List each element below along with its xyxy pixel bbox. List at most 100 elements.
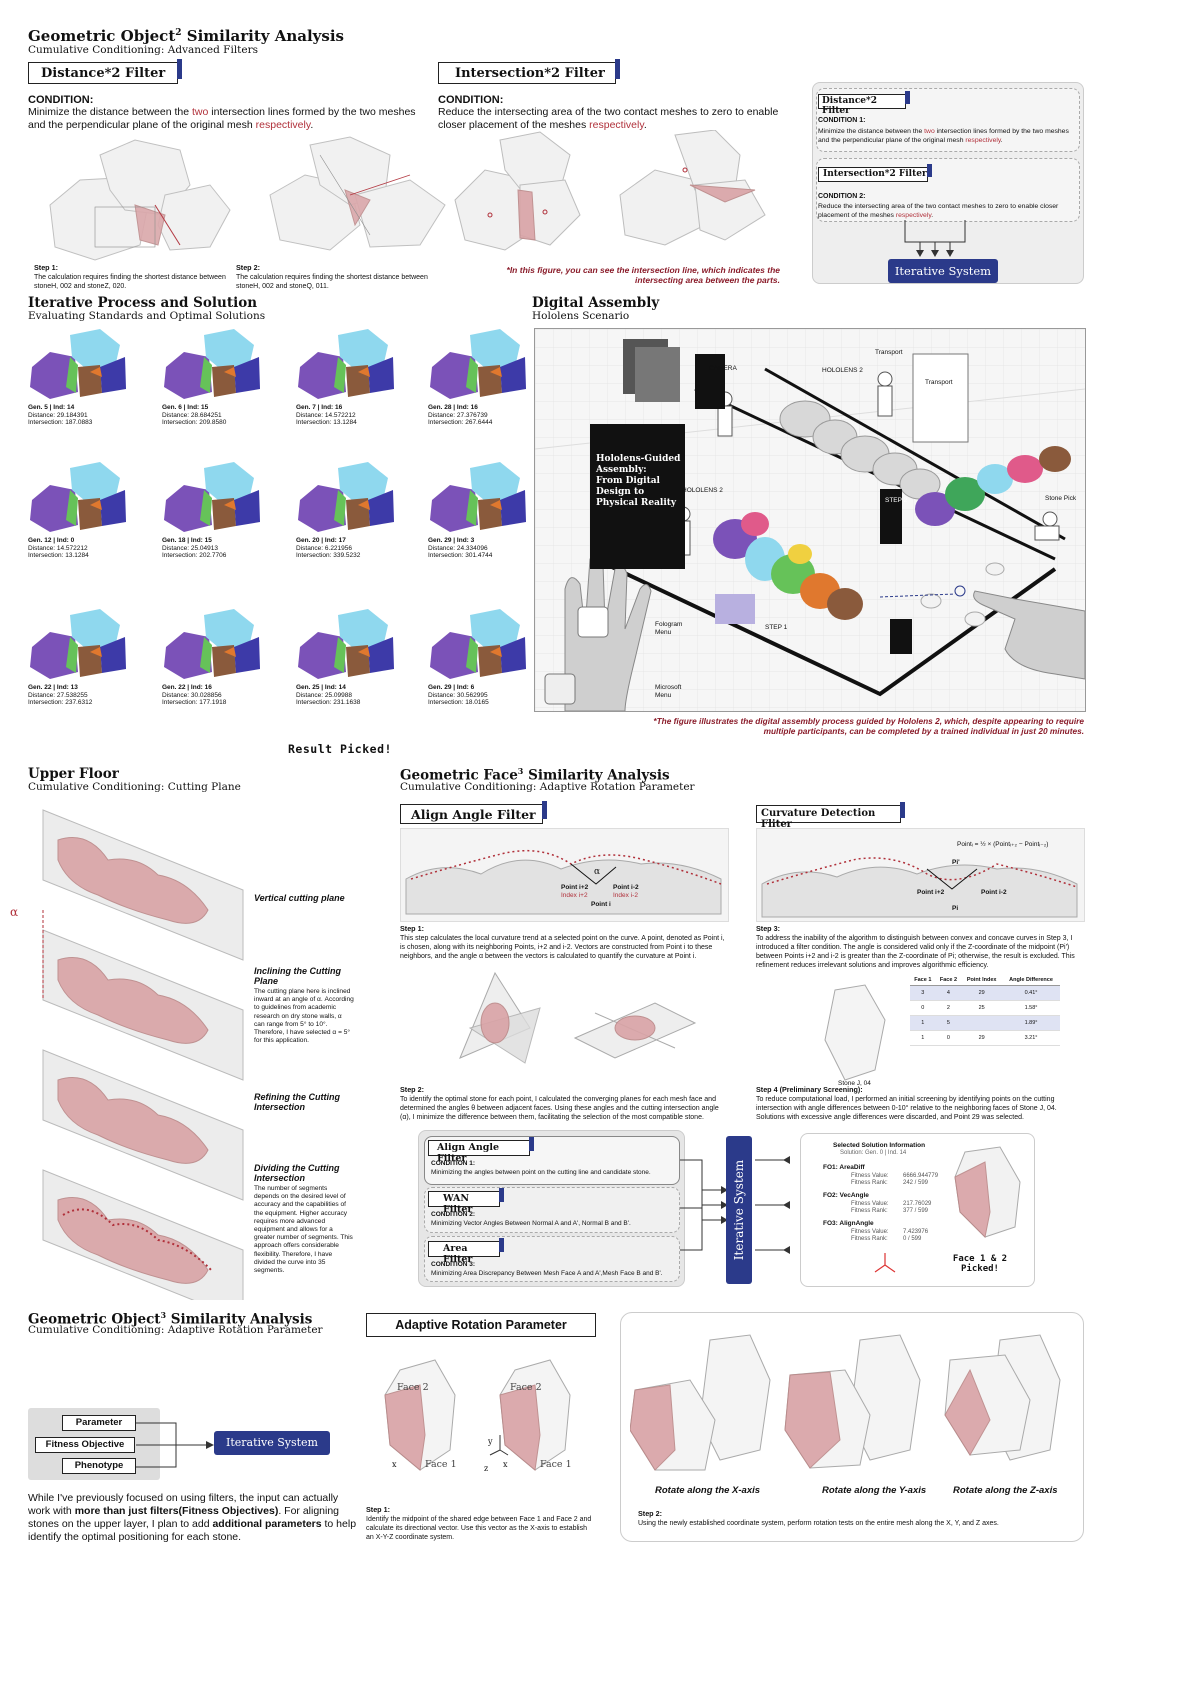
gen-head: Gen. 25 | Ind: 14 — [296, 684, 346, 691]
generation-card: Gen. 12 | Ind: 0 Distance: 14.572212 Inter… — [28, 460, 138, 590]
fo1-label: FO1: AreaDiff — [823, 1164, 865, 1171]
curv-point-im2: Point i-2 — [981, 889, 1007, 896]
gen-intersection: Intersection: 202.7706 — [162, 552, 227, 559]
colored-stone-mesh — [164, 329, 260, 399]
digital-assembly-title: Digital Assembly — [532, 295, 660, 311]
align-angle-figure: Point i+2 Index i+2 Point i-2 Index i-2 … — [400, 828, 729, 922]
gen-distance: Distance: 30.562995 — [428, 691, 488, 699]
align-alpha: α — [594, 867, 601, 877]
gen-head: Gen. 22 | Ind: 13 — [28, 684, 78, 691]
fo2-fr-val: 377 / 599 — [903, 1208, 929, 1214]
stone-pick-label: Stone Pick — [1045, 495, 1077, 502]
summary-distance-tag: Distance*2 Filter — [818, 91, 910, 116]
step1-label: STEP 1 — [765, 624, 788, 631]
upper-floor-title: Upper Floor — [28, 766, 119, 782]
alpha-symbol: α — [10, 905, 19, 919]
panel-cond1-text: Minimizing the angles between point on t… — [431, 1169, 651, 1176]
gen-head: Gen. 28 | Ind: 16 — [428, 404, 478, 411]
summary-cond1-text: Minimize the distance between the two in… — [818, 128, 1069, 144]
rotate-y-label: Rotate along the Y-axis — [822, 1485, 927, 1496]
gen-distance: Distance: 14.572212 — [28, 544, 88, 552]
fo3-fv: Fitness Value: — [851, 1229, 889, 1235]
generation-card: Gen. 6 | Ind: 15 Distance: 28.684251 Inter… — [162, 327, 272, 457]
step2-label: STEP 2 — [885, 497, 908, 504]
fo1-fr-val: 242 / 599 — [903, 1180, 929, 1186]
upper-floor-item-title: Dividing the Cutting Intersection — [254, 1163, 340, 1183]
face3-step1: Step 1: This step calculates the local cu… — [400, 924, 725, 960]
table-header-cell: Angle Difference — [1002, 975, 1060, 986]
upper-floor-item: Refining the Cutting Intersection — [254, 1092, 354, 1112]
intersection-note: *In this figure, you can see the interse… — [506, 265, 780, 285]
intersection-condition-label: CONDITION: — [438, 94, 504, 106]
distance-condition-label: CONDITION: — [28, 94, 94, 106]
upper-floor-item-title: Vertical cutting plane — [254, 893, 345, 903]
gen-intersection: Intersection: 267.6444 — [428, 419, 493, 426]
generation-card: Gen. 22 | Ind: 16 Distance: 30.028856 Inte… — [162, 607, 272, 737]
face3-iterative-system-button[interactable]: Iterative System — [726, 1136, 752, 1284]
converging-planes-illustration — [459, 971, 697, 1064]
summary-intersection-tag: Intersection*2 Filter — [818, 164, 932, 182]
curv-pi-prime: Pi' — [952, 859, 960, 866]
intersection-filter-tag: Intersection*2 Filter — [438, 59, 620, 84]
phenotype-box: Phenotype — [62, 1458, 136, 1474]
sol-sub: Solution: Gen. 0 | Ind. 14 — [840, 1150, 907, 1156]
generation-card: Gen. 5 | Ind: 14 Distance: 29.184391 Inter… — [28, 327, 138, 457]
panel-cond2-text: Minimizing Vector Angles Between Normal … — [431, 1220, 631, 1227]
distance-filter-tag: Distance*2 Filter — [28, 59, 182, 84]
gen-intersection: Intersection: 237.6312 — [28, 699, 93, 706]
colored-stone-mesh — [298, 329, 394, 399]
fo1-fv-val: 6666.944779 — [903, 1173, 939, 1179]
table-header-cell: Point Index — [961, 975, 1003, 986]
generation-card: Gen. 29 | Ind: 6 Distance: 30.562995 Inter… — [428, 607, 538, 737]
align-angle-stones — [405, 849, 722, 915]
fo3-label: FO3: AlignAngle — [823, 1220, 874, 1227]
iterative-subtitle: Evaluating Standards and Optimal Solutio… — [28, 310, 266, 322]
table-cell: 0.41° — [1002, 985, 1060, 1001]
gen-intersection: Intersection: 13.1284 — [28, 552, 89, 559]
intersection-condition-text: Reduce the intersecting area of the two … — [438, 106, 779, 131]
colored-stone-mesh — [30, 609, 126, 679]
axis-x-a-label: x — [392, 1460, 397, 1469]
rotation-illustrations — [630, 1334, 1061, 1471]
cutting-plane-illustrations — [42, 809, 244, 1300]
hololens-b-label: HOLOLENS 2 — [822, 367, 863, 374]
summary-iterative-system-button[interactable]: Iterative System — [888, 259, 998, 283]
sol-title: Selected Solution Information — [833, 1142, 926, 1149]
digital-assembly-subtitle: Hololens Scenario — [532, 310, 630, 322]
transport-label: Transport — [875, 349, 903, 356]
align-point-im2: Point i-2 — [613, 884, 639, 891]
align-index-im2: Index i-2 — [613, 892, 638, 899]
hololens-scene-graphics — [535, 329, 1085, 711]
gen-head: Gen. 20 | Ind: 17 — [296, 537, 346, 544]
fo2-fv: Fitness Value: — [851, 1201, 889, 1207]
table-cell: 5 — [935, 1015, 962, 1031]
table-cell: 1 — [910, 1030, 936, 1046]
axis-gizmo-icon — [874, 1253, 896, 1273]
table-cell: 4 — [935, 985, 962, 1001]
summary-cond1-label: CONDITION 1: — [818, 117, 866, 124]
colored-stone-mesh — [30, 462, 126, 532]
generation-card: Gen. 28 | Ind: 16 Distance: 27.376739 Inte… — [428, 327, 538, 457]
result-picked-label: Result Picked! — [288, 742, 392, 756]
summary-arrows — [904, 220, 966, 257]
face2-a-label: Face 2 — [397, 1382, 429, 1393]
table-cell: 2 — [935, 1000, 962, 1016]
table-header-row: Face 1 Face 2 Point Index Angle Difference — [910, 975, 1060, 986]
hololens-note: *The figure illustrates the digital asse… — [653, 716, 1084, 736]
microsoft-menu-label: Microsoft Menu — [655, 684, 682, 699]
adaptive-step1: Step 1: Identify the midpoint of the shar… — [366, 1505, 592, 1541]
table-cell: 25 — [961, 1000, 1003, 1016]
generation-card: Gen. 22 | Ind: 13 Distance: 27.538255 Inte… — [28, 607, 138, 737]
fo3-fv-val: 7.423976 — [903, 1229, 929, 1235]
colored-stone-mesh — [430, 329, 526, 399]
colored-stone-mesh — [430, 609, 526, 679]
table-row: 1 5 1.89° — [910, 1015, 1060, 1031]
area-filter-box — [424, 1236, 680, 1282]
table-cell: 29 — [961, 1030, 1003, 1046]
object3-iterative-system-button[interactable]: Iterative System — [214, 1431, 330, 1455]
gen-intersection: Intersection: 13.1284 — [296, 419, 357, 426]
table-cell: 1.58° — [1002, 1000, 1060, 1016]
upper-floor-item-title: Inclining the Cutting Plane — [254, 966, 341, 986]
panel-align-tag: Align Angle Filter — [428, 1137, 534, 1164]
table-cell: 0 — [910, 1000, 936, 1016]
